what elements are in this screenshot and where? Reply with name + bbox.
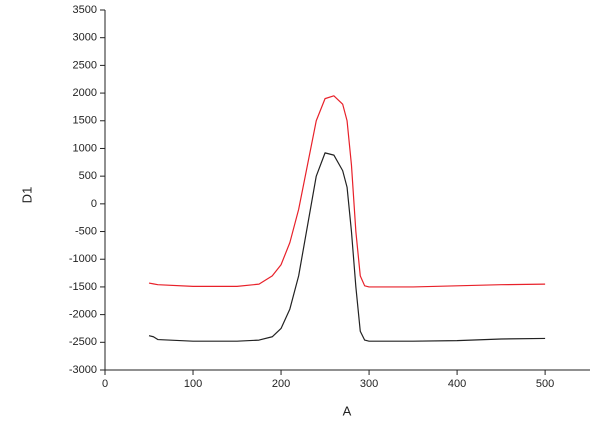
x-tick-label: 500 [536,378,554,390]
y-tick-label: 2000 [73,87,97,99]
series-line [148,152,546,342]
x-tick-label: 400 [448,378,466,390]
y-tick-label: -1000 [69,253,97,265]
y-tick-label: 1000 [73,142,97,154]
x-tick-label: 200 [272,378,290,390]
y-tick-label: 500 [79,170,97,182]
y-tick-label: -2000 [69,309,97,321]
x-axis-title: A [343,403,352,418]
y-tick-label: 0 [91,198,97,210]
y-tick-label: 3000 [73,32,97,44]
y-tick-label: -500 [75,225,97,237]
y-tick-label: -1500 [69,281,97,293]
x-tick-label: 100 [184,378,202,390]
x-tick-label: 0 [102,378,108,390]
y-axis-title: D1 [19,187,34,204]
y-tick-label: -3000 [69,364,97,376]
y-tick-label: -2500 [69,336,97,348]
y-tick-label: 1500 [73,115,97,127]
y-tick-label: 2500 [73,59,97,71]
series-line [148,95,546,288]
x-tick-label: 300 [360,378,378,390]
y-tick-label: 3500 [73,4,97,16]
